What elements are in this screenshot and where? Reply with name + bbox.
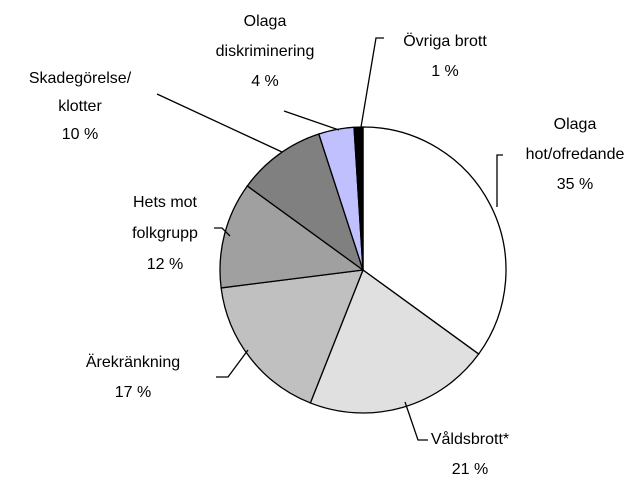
slice-label: Övriga brott — [403, 32, 487, 50]
pie-slice — [220, 269, 365, 404]
pie-slice — [362, 126, 507, 355]
slice-label: Våldsbrott* — [431, 430, 509, 448]
value-label: 12 % — [147, 256, 183, 273]
leader-line — [283, 110, 340, 131]
slice-label: Ärekränkning — [86, 353, 180, 371]
leader-line — [360, 37, 384, 128]
leader-line — [214, 227, 231, 237]
leader-line — [496, 154, 503, 207]
leader-line — [404, 401, 428, 441]
leader-line — [216, 349, 249, 378]
labels: Olaga hot/ofredande 35 % Våldsbrott* 21 % Äre… — [29, 13, 625, 478]
value-label: 10 % — [62, 126, 98, 143]
slice-label: Olaga diskriminering — [216, 13, 315, 60]
slice-label: Olaga hot/ofredande — [526, 116, 625, 163]
slice-label: Skadegörelse/klotter — [29, 70, 132, 115]
value-label: 35 % — [557, 176, 593, 193]
pie-slice — [353, 126, 364, 271]
value-label: 1 % — [431, 63, 459, 80]
pie-slice — [219, 185, 365, 289]
leader-line — [156, 93, 283, 153]
pie-slice — [246, 133, 365, 272]
value-label: 17 % — [115, 384, 151, 401]
pie-slice — [309, 268, 480, 414]
value-label: 21 % — [452, 461, 488, 478]
value-label: 4 % — [251, 73, 279, 90]
slice-label: Hets mot folkgrupp — [132, 194, 198, 242]
pie — [219, 126, 507, 414]
